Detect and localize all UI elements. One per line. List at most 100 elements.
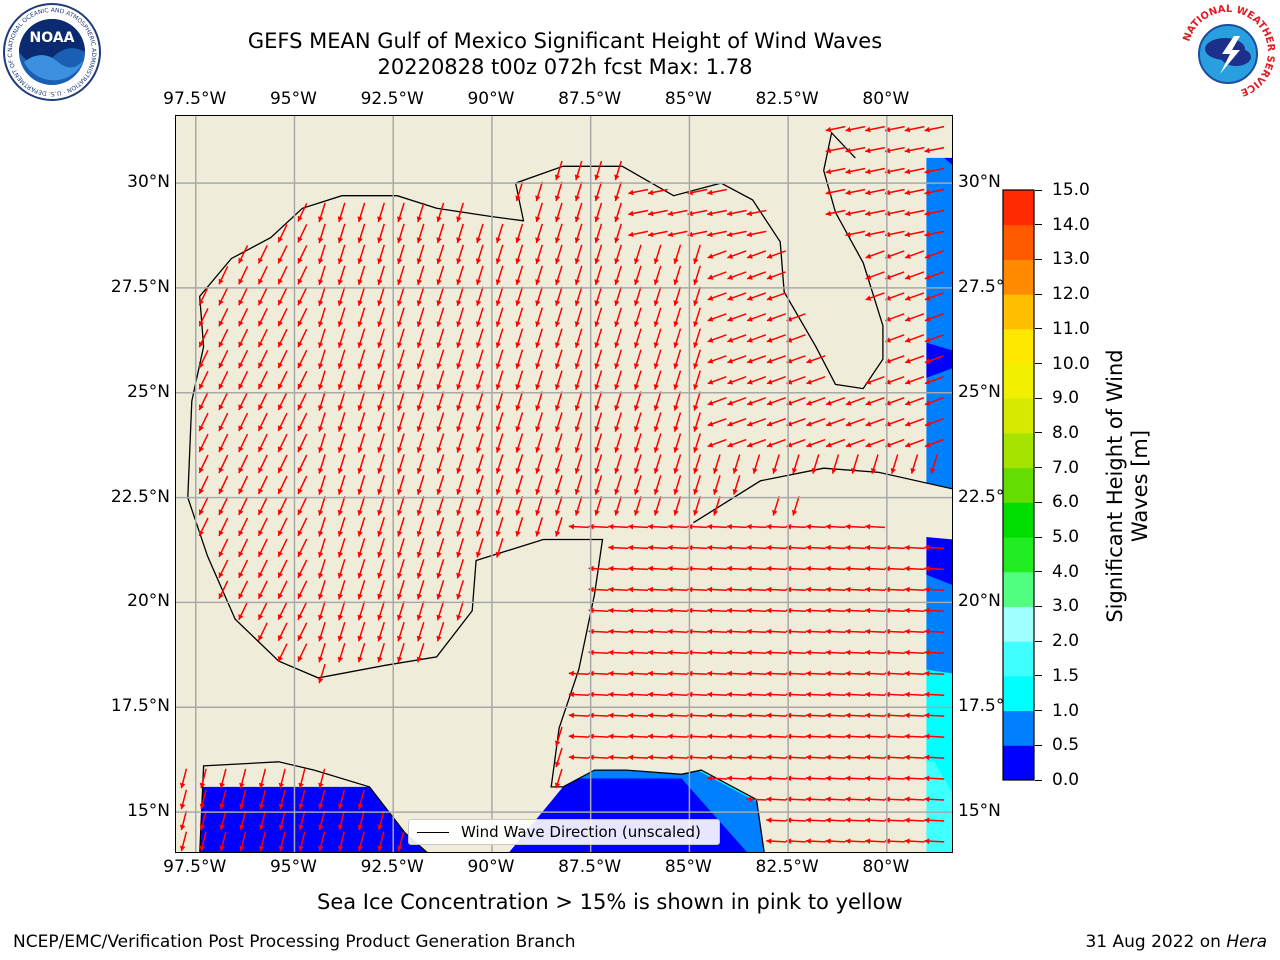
wind-wave-arrow (614, 496, 623, 516)
wind-wave-arrow (397, 202, 405, 223)
wind-wave-arrow (673, 496, 682, 516)
wind-wave-arrow (377, 370, 386, 390)
wind-wave-arrow (535, 244, 544, 265)
wind-wave-arrow (337, 559, 346, 579)
wind-wave-arrow (904, 649, 925, 656)
wind-wave-arrow (667, 230, 688, 238)
wind-wave-arrow (614, 475, 623, 495)
wind-wave-arrow (667, 670, 688, 677)
wind-wave-arrow (515, 475, 524, 495)
wind-wave-arrow (318, 244, 326, 265)
wind-wave-arrow (297, 517, 308, 537)
wind-wave-arrow (318, 642, 326, 663)
wind-wave-arrow (318, 475, 326, 495)
wind-wave-arrow (535, 433, 544, 453)
wind-wave-arrow (239, 768, 247, 789)
wind-wave-arrow (198, 454, 209, 474)
wind-wave-arrow (318, 600, 326, 621)
wind-wave-arrow (924, 754, 945, 761)
wind-wave-arrow (924, 775, 945, 782)
wind-wave-arrow (845, 775, 866, 782)
wind-wave-arrow (377, 580, 386, 600)
wind-wave-arrow (727, 313, 747, 322)
wind-wave-arrow (614, 244, 623, 265)
wind-wave-arrow (614, 433, 623, 453)
wind-wave-arrow (653, 244, 662, 265)
wind-wave-arrow (628, 649, 649, 656)
wind-wave-arrow (397, 328, 405, 349)
wind-wave-arrow (337, 433, 346, 453)
wind-wave-arrow (337, 244, 346, 265)
wind-wave-arrow (746, 796, 767, 802)
wind-wave-arrow (806, 417, 826, 427)
wind-wave-arrow (825, 565, 846, 572)
wind-wave-arrow (594, 412, 603, 432)
latitude-label-left: 20°N (127, 591, 170, 612)
wind-wave-arrow (707, 565, 728, 572)
wind-wave-arrow (357, 307, 366, 328)
wind-wave-arrow (693, 265, 702, 286)
wind-wave-arrow (397, 391, 405, 411)
wind-wave-arrow (416, 454, 425, 474)
wind-wave-arrow (746, 733, 767, 740)
wind-wave-arrow (218, 349, 229, 369)
wind-wave-arrow (337, 391, 346, 411)
wind-wave-arrow (693, 328, 702, 349)
wind-wave-arrow (805, 565, 826, 572)
latitude-label-right: 25°N (958, 381, 1001, 402)
wind-wave-arrow (805, 649, 826, 656)
wind-wave-arrow (277, 517, 288, 537)
wind-wave-arrow (633, 265, 642, 286)
latitude-label-left: 27.5°N (110, 276, 170, 297)
wind-wave-arrow (647, 670, 668, 677)
wind-wave-arrow (766, 334, 786, 343)
colorbar-tick-mark (1035, 571, 1042, 573)
wind-wave-arrow (924, 250, 944, 259)
colorbar-tick-label: 11.0 (1052, 318, 1090, 339)
wind-wave-arrow (825, 438, 846, 448)
colorbar-tick-label: 7.0 (1052, 457, 1080, 478)
wind-wave-arrow (357, 412, 366, 432)
wind-wave-map (176, 116, 952, 852)
wind-wave-arrow (475, 265, 484, 286)
colorbar (1002, 189, 1036, 785)
wind-wave-arrow (297, 622, 308, 642)
longitude-label-bottom: 87.5°W (558, 857, 622, 877)
wind-wave-arrow (318, 496, 326, 516)
wind-wave-arrow (436, 349, 445, 370)
wind-wave-arrow (924, 313, 944, 322)
wind-wave-arrow (806, 438, 826, 448)
wind-wave-arrow (904, 396, 925, 406)
wind-wave-arrow (904, 355, 925, 364)
wind-wave-arrow (297, 559, 308, 579)
colorbar-tick-label: 6.0 (1052, 492, 1080, 513)
wind-wave-arrow (535, 307, 544, 328)
wind-wave-arrow (377, 517, 386, 537)
latitude-label-right: 20°N (958, 591, 1001, 612)
wind-wave-arrow (436, 538, 445, 558)
wind-wave-arrow (337, 265, 346, 286)
wind-wave-arrow (495, 307, 504, 328)
wind-wave-arrow (865, 230, 885, 238)
wind-wave-arrow (904, 250, 925, 259)
wind-wave-arrow (726, 670, 747, 677)
wind-wave-arrow (647, 691, 668, 698)
wind-wave-arrow (726, 775, 747, 782)
wind-wave-arrow (357, 789, 365, 810)
wind-wave-arrow (806, 375, 826, 385)
latitude-label-right: 30°N (958, 172, 1001, 193)
wind-wave-arrow (924, 292, 944, 301)
wind-wave-arrow (219, 810, 227, 831)
wind-wave-arrow (357, 223, 366, 244)
wind-wave-arrow (594, 202, 603, 223)
wind-wave-arrow (633, 433, 642, 453)
colorbar-segment (1003, 537, 1034, 573)
wind-wave-arrow (257, 307, 268, 327)
wind-wave-arrow (198, 517, 209, 537)
wind-wave-arrow (218, 475, 229, 495)
wind-wave-arrow (554, 307, 563, 328)
wind-wave-arrow (805, 523, 826, 530)
wind-wave-arrow (608, 754, 629, 761)
wind-wave-arrow (746, 649, 767, 656)
wind-wave-arrow (277, 454, 288, 474)
